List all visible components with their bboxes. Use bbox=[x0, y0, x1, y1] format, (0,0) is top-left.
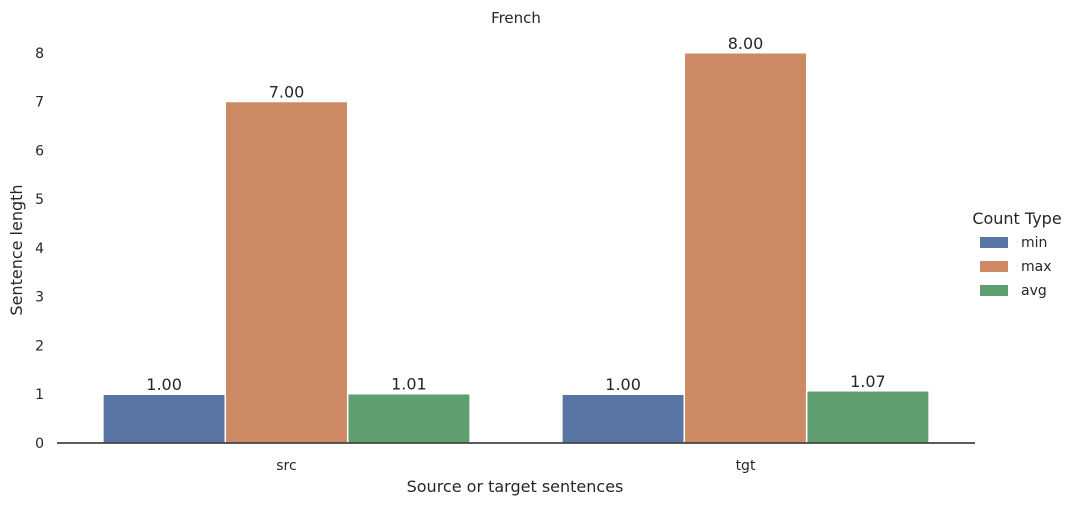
y-tick-label: 8 bbox=[35, 46, 44, 62]
y-tick-label: 1 bbox=[35, 387, 44, 403]
bar-min-tgt bbox=[561, 393, 686, 444]
data-label-max-tgt: 8.00 bbox=[728, 34, 764, 53]
bar-avg-src bbox=[346, 392, 471, 444]
y-axis-label: Sentence length bbox=[7, 184, 26, 315]
bar-max-tgt bbox=[683, 52, 808, 444]
y-tick-label: 3 bbox=[35, 290, 44, 306]
bar-min-src bbox=[102, 393, 227, 444]
y-axis-ticks: 0 1 2 3 4 5 6 7 8 bbox=[35, 46, 44, 452]
x-axis-label: Source or target sentences bbox=[407, 477, 624, 496]
bars bbox=[102, 52, 930, 444]
x-tick-label: tgt bbox=[736, 458, 756, 474]
legend-swatch-min bbox=[980, 237, 1008, 248]
legend-label-avg: avg bbox=[1021, 283, 1047, 299]
y-tick-label: 5 bbox=[35, 192, 44, 208]
data-label-avg-src: 1.01 bbox=[391, 375, 427, 394]
data-label-avg-tgt: 1.07 bbox=[850, 372, 886, 391]
chart-title: French bbox=[491, 9, 541, 27]
y-tick-label: 6 bbox=[35, 143, 44, 159]
y-tick-label: 4 bbox=[35, 241, 44, 257]
legend-label-min: min bbox=[1021, 235, 1047, 251]
data-labels: 1.00 7.00 1.01 1.00 8.00 1.07 bbox=[146, 34, 885, 394]
legend-swatch-avg bbox=[980, 285, 1008, 296]
x-tick-label: src bbox=[276, 458, 296, 474]
y-tick-label: 7 bbox=[35, 95, 44, 111]
data-label-min-tgt: 1.00 bbox=[605, 375, 641, 394]
data-label-max-src: 7.00 bbox=[269, 83, 305, 102]
legend-swatch-max bbox=[980, 261, 1008, 272]
y-tick-label: 0 bbox=[35, 436, 44, 452]
x-axis-ticks: src tgt bbox=[276, 458, 756, 474]
y-tick-label: 2 bbox=[35, 338, 44, 354]
bar-avg-tgt bbox=[805, 390, 930, 444]
legend-title: Count Type bbox=[972, 209, 1061, 228]
data-label-min-src: 1.00 bbox=[146, 375, 182, 394]
legend: Count Type min max avg bbox=[972, 209, 1061, 299]
legend-label-max: max bbox=[1021, 259, 1052, 275]
bar-max-src bbox=[224, 100, 349, 444]
